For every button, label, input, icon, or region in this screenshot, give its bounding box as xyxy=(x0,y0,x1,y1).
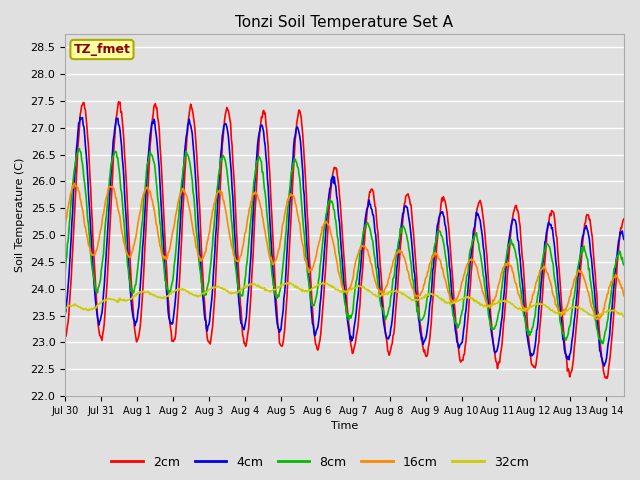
4cm xyxy=(140,223,148,229)
8cm xyxy=(476,251,484,256)
16cm xyxy=(620,293,628,299)
32cm xyxy=(319,279,327,285)
8cm xyxy=(300,231,308,237)
16cm xyxy=(476,278,484,284)
32cm xyxy=(63,304,71,310)
Title: Tonzi Soil Temperature Set A: Tonzi Soil Temperature Set A xyxy=(236,15,454,30)
Line: 4cm: 4cm xyxy=(65,118,624,366)
4cm xyxy=(61,311,69,317)
4cm xyxy=(620,237,628,242)
8cm xyxy=(76,146,83,152)
2cm xyxy=(463,330,470,336)
2cm xyxy=(63,323,71,329)
4cm xyxy=(63,292,71,298)
16cm xyxy=(300,253,308,259)
2cm xyxy=(61,334,69,339)
32cm xyxy=(61,305,69,311)
X-axis label: Time: Time xyxy=(331,421,358,432)
Line: 8cm: 8cm xyxy=(65,149,624,344)
16cm xyxy=(592,317,600,323)
Legend: 2cm, 4cm, 8cm, 16cm, 32cm: 2cm, 4cm, 8cm, 16cm, 32cm xyxy=(106,451,534,474)
8cm xyxy=(321,218,329,224)
2cm xyxy=(620,216,628,222)
4cm xyxy=(76,115,84,120)
32cm xyxy=(463,294,470,300)
32cm xyxy=(476,302,484,308)
8cm xyxy=(61,270,69,276)
16cm xyxy=(61,224,69,230)
16cm xyxy=(63,208,71,214)
2cm xyxy=(604,375,611,381)
2cm xyxy=(300,154,308,159)
8cm xyxy=(63,241,71,247)
4cm xyxy=(321,235,329,241)
4cm xyxy=(600,363,608,369)
8cm xyxy=(620,262,628,268)
16cm xyxy=(321,220,329,226)
Line: 16cm: 16cm xyxy=(65,183,624,320)
Text: TZ_fmet: TZ_fmet xyxy=(74,43,131,56)
4cm xyxy=(476,217,484,223)
8cm xyxy=(463,273,470,279)
2cm xyxy=(115,99,122,105)
32cm xyxy=(140,288,147,294)
32cm xyxy=(321,281,329,287)
Line: 32cm: 32cm xyxy=(65,282,624,317)
Line: 2cm: 2cm xyxy=(65,102,624,378)
16cm xyxy=(70,180,78,186)
8cm xyxy=(140,192,148,198)
2cm xyxy=(140,262,148,268)
32cm xyxy=(620,314,628,320)
4cm xyxy=(300,192,308,198)
32cm xyxy=(591,314,598,320)
2cm xyxy=(321,270,329,276)
8cm xyxy=(599,341,607,347)
32cm xyxy=(300,288,307,293)
16cm xyxy=(140,190,148,195)
4cm xyxy=(463,300,470,306)
2cm xyxy=(476,198,484,204)
Y-axis label: Soil Temperature (C): Soil Temperature (C) xyxy=(15,158,25,272)
16cm xyxy=(463,264,470,269)
